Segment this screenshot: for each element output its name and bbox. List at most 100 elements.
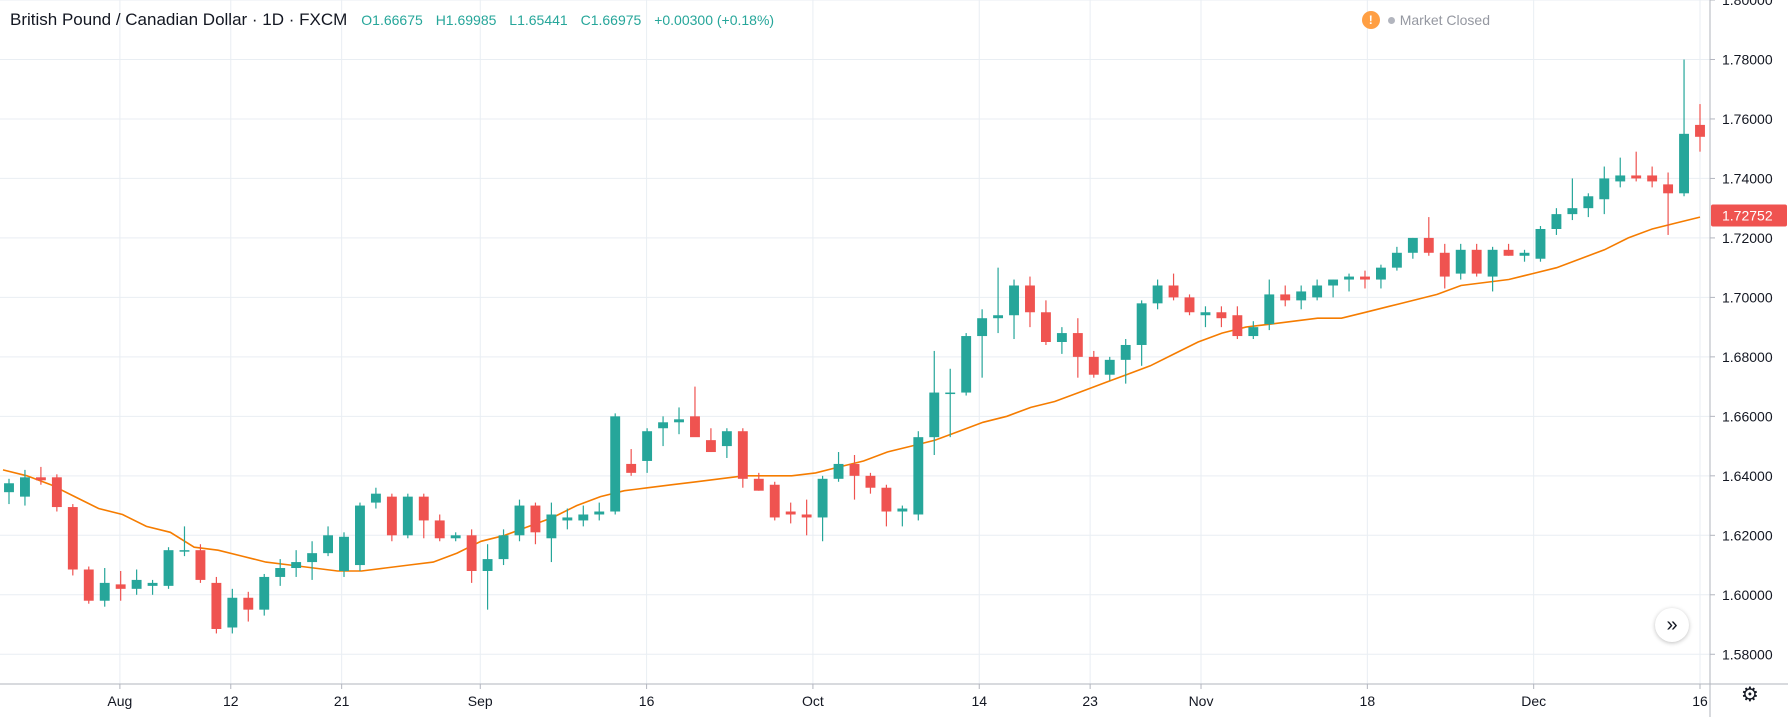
candle-body [1312,285,1323,298]
price-axis-label: 1.68000 [1722,349,1773,365]
ohlc-values: O1.66675 H1.69985 L1.65441 C1.66975 +0.0… [361,12,783,28]
candle-body [1216,312,1227,319]
candle [1695,104,1705,152]
candle [594,502,605,521]
candle-body [945,392,956,395]
candle-body [450,535,461,539]
time-axis-label: 12 [223,693,239,709]
candle-body [1455,249,1466,274]
symbol-title[interactable]: British Pound / Canadian Dollar · 1D · F… [10,10,348,29]
candle [610,413,621,515]
candle [1136,300,1147,366]
time-axis-label: Sep [468,693,493,709]
candle-body [705,440,716,453]
candle [658,416,669,447]
candle [370,487,381,509]
candle [1455,243,1466,280]
candle [1679,59,1689,197]
candle [530,502,541,545]
candle [993,267,1004,334]
candle-body [817,478,828,518]
alert-icon[interactable]: ! [1361,11,1380,29]
price-axis-label: 1.80000 [1722,0,1773,8]
candle-body [1152,285,1163,304]
candle-body [434,520,445,539]
candle [115,570,126,601]
scroll-to-realtime-button[interactable]: » [1655,608,1689,642]
candle-body [243,597,254,610]
candle-body [402,496,413,536]
candle [498,529,509,566]
candle [434,514,445,542]
candle-body [849,463,860,476]
candle [1200,306,1211,328]
candle [275,559,286,586]
double-chevron-right-icon: » [1666,613,1678,636]
candle-body [1567,208,1578,215]
candle-body [1679,133,1689,194]
time-axis-label: Aug [107,693,132,709]
candle [131,569,142,595]
candle-body [211,582,222,629]
candle [243,591,254,622]
time-axis-label: Dec [1521,693,1546,709]
grid [0,0,1710,684]
time-axis-label: Oct [802,693,824,709]
candle [977,309,988,378]
candle [1168,273,1179,301]
candle-body [769,484,780,518]
candle-body [530,505,541,533]
candle-body [1375,267,1386,280]
time-axis-label: 21 [334,693,350,709]
candle-body [1551,214,1562,229]
candle [1056,327,1067,354]
candle-body [1503,249,1514,256]
candle-body [386,496,397,536]
candle-body [4,483,14,493]
candle [1009,279,1019,340]
candle [83,566,94,604]
candle [1647,166,1658,188]
candle [674,407,684,435]
candle-body [1168,285,1179,298]
current-price-label: 1.72752 [1722,208,1773,224]
candle [578,505,589,527]
candle [163,547,174,589]
candle [1120,339,1131,384]
candle [562,508,573,530]
candle-body [1407,237,1418,253]
candle-body [418,496,429,521]
settings-button[interactable]: ⚙ [1738,682,1762,706]
candle-body [578,514,589,521]
candle [1487,246,1498,292]
candle-body [801,514,812,518]
candle-body [1423,237,1434,253]
candle-body [227,597,238,628]
candle [1391,246,1402,271]
candle [1583,193,1594,218]
candle-body [1264,294,1275,325]
candle-body [1615,175,1626,182]
candle [1471,243,1482,277]
candle-body [1360,276,1370,280]
market-status[interactable]: ! Market Closed [1361,11,1490,29]
candle [339,532,349,577]
candle [1232,306,1243,340]
candle-body [1599,178,1610,200]
candle [1535,226,1546,262]
price-axis-label: 1.78000 [1722,51,1773,67]
candle [67,504,78,576]
candle-body [1471,249,1482,274]
candle [1615,157,1626,188]
candle [211,576,222,634]
candle-body [1120,344,1131,360]
candle [1360,270,1370,289]
candle-body [1487,249,1498,277]
candle [99,568,110,607]
candle-body [498,535,509,560]
candle [881,484,892,527]
candle-body [115,584,126,589]
candle [929,350,940,456]
